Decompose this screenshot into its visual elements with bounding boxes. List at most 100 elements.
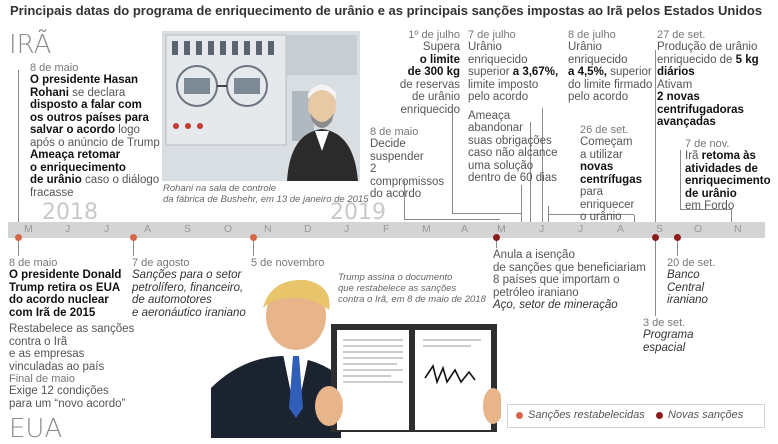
- connector-line: [530, 122, 531, 222]
- event-text: O presidente Hasan: [30, 74, 139, 86]
- event-text: suas obrigações: [468, 134, 552, 147]
- event-text: Ativam: [657, 78, 693, 91]
- iran-event-rohani: 8 de maio O presidente Hasan Rohani se d…: [30, 62, 160, 199]
- event-text: superior: [468, 66, 513, 78]
- connector-line: [680, 150, 681, 210]
- event-text: de reservas: [399, 78, 460, 91]
- event-text: Irã: [685, 150, 702, 162]
- event-text: espacial: [643, 341, 686, 354]
- event-text: para um “novo acordo”: [9, 397, 126, 410]
- event-text: retoma às: [701, 150, 756, 162]
- event-text: disposto a falar com: [30, 99, 142, 111]
- event-text: do limite firmado: [568, 78, 653, 91]
- connector-line: [655, 238, 656, 316]
- event-text: o urânio: [580, 211, 622, 223]
- connector-line: [548, 214, 634, 215]
- event-text: Supera: [422, 41, 460, 53]
- event-text: a utilizar: [580, 148, 623, 161]
- legend-restored-dot: [516, 412, 523, 419]
- month-label: O: [694, 223, 703, 235]
- connector-line: [655, 50, 656, 222]
- iran-event-suspend: 8 de maio Decide suspender 2 compromisso…: [370, 126, 450, 201]
- month-label: J: [578, 223, 584, 235]
- event-text: centrífugas: [580, 173, 642, 186]
- connector-line: [18, 70, 19, 222]
- month-label: N: [264, 223, 272, 235]
- event-text: Ameaça retomar: [30, 149, 121, 161]
- event-text: dentro de 60 dias: [468, 172, 557, 184]
- event-text: e aeronáutico iraniano: [132, 306, 246, 319]
- event-text: enriquecimento: [685, 175, 771, 187]
- event-text: fracasse: [30, 186, 74, 199]
- connector-line: [404, 219, 500, 220]
- usa-event-november: 5 de novembro: [251, 257, 325, 269]
- event-date: 1º de julho: [408, 29, 460, 41]
- usa-event-withdrawal: 8 de maio O presidente Donald Trump reti…: [9, 257, 144, 410]
- connector-line: [18, 238, 19, 256]
- month-label: O: [224, 223, 233, 235]
- event-text: logo: [115, 124, 140, 136]
- month-label: F: [383, 223, 390, 235]
- event-text: centrifugadoras: [657, 103, 744, 116]
- event-date: 7 de julho: [468, 29, 516, 41]
- event-text: de sanções que beneficiariam: [493, 261, 646, 274]
- event-text: do acordo: [370, 188, 422, 200]
- month-label: J: [65, 223, 71, 235]
- new-sanction-dot: [493, 234, 500, 241]
- connector-line: [496, 238, 497, 248]
- event-text: Urânio enriquecido: [468, 41, 528, 66]
- month-label: N: [734, 223, 742, 235]
- event-text: Programa: [643, 329, 694, 341]
- event-text: Decide: [370, 138, 406, 150]
- event-text: iraniano: [667, 294, 708, 306]
- usa-event-space-program: 3 de set. Programa espacial: [643, 317, 713, 354]
- connector-line: [521, 185, 522, 222]
- event-date: 7 de agosto: [132, 257, 190, 269]
- event-text: limite imposto: [468, 78, 539, 91]
- event-text: superior: [607, 66, 652, 78]
- photo2-caption-line2: que restabelece as sanções: [338, 283, 457, 294]
- event-text: suspender: [370, 150, 424, 163]
- event-text: Rohani: [30, 86, 69, 99]
- iran-event-367: 7 de julho Urânio enriquecido superior a…: [468, 29, 564, 185]
- new-sanction-dot: [674, 234, 681, 241]
- event-text: enriquecido: [568, 53, 628, 66]
- event-text: de automotores: [132, 294, 212, 306]
- event-text: caso não alcance: [468, 147, 558, 159]
- event-text: Anula a isenção: [493, 249, 575, 261]
- event-text: uma solução: [468, 159, 534, 172]
- event-text: Sanções para o setor: [132, 269, 242, 281]
- month-label: J: [539, 223, 545, 235]
- legend-restored-label: Sanções restabelecidas: [528, 409, 645, 421]
- event-text: Central: [667, 281, 705, 294]
- event-text: contra o Irã: [9, 335, 68, 348]
- event-text: salvar o acordo: [30, 124, 116, 136]
- iran-event-fordo: 7 de nov. Irã retoma às atividades de en…: [685, 138, 775, 213]
- connector-line: [731, 209, 732, 222]
- connector-line: [680, 209, 732, 210]
- trump-photo: [211, 278, 501, 438]
- event-text: novas: [580, 161, 614, 173]
- photo2-caption-line1: Trump assina o documento: [338, 272, 453, 283]
- photo1-caption-line2: da fábrica de Bushehr, em 13 de janeiro …: [163, 194, 369, 205]
- event-date: 7 de nov.: [685, 138, 730, 150]
- event-text: atividades de: [685, 162, 758, 175]
- event-text: 8 países que importam o: [493, 274, 620, 286]
- iran-event-centrifuges: 26 de set. Começam a utilizar novas cent…: [580, 124, 660, 224]
- event-text: de urânio: [30, 174, 82, 186]
- legend: Sanções restabelecidas Novas sanções: [507, 404, 765, 428]
- event-text: Trump retira os EUA: [9, 281, 121, 294]
- event-date: Final de maio: [9, 373, 76, 385]
- event-text: de urânio: [412, 91, 460, 103]
- event-text: em Fordo: [685, 200, 735, 212]
- event-text: os outros países para: [30, 111, 149, 124]
- connector-line: [452, 213, 522, 214]
- event-text: pelo acordo: [568, 91, 629, 103]
- month-label: J: [344, 223, 350, 235]
- event-text: 2 compromissos: [370, 163, 445, 188]
- year-2019-label: 2019: [330, 200, 386, 225]
- event-text: do acordo nuclear: [9, 294, 109, 306]
- connector-line: [404, 180, 405, 220]
- connector-line: [677, 238, 678, 256]
- photo2-caption-line3: contra o Irã, em 8 de maio de 2018: [338, 294, 486, 305]
